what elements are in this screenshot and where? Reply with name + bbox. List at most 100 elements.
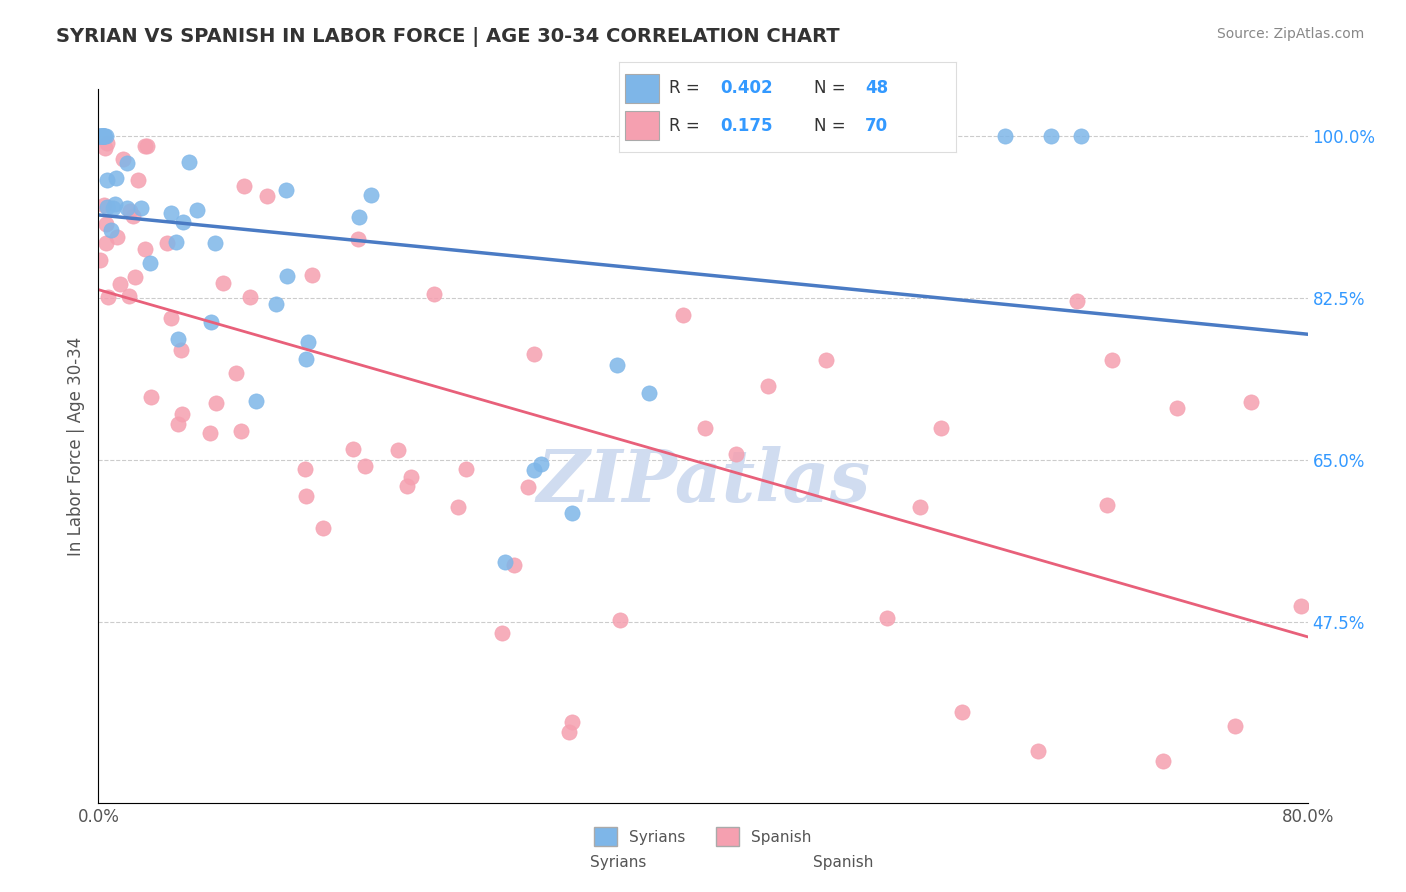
Point xyxy=(312,520,335,534)
Text: SYRIAN VS SPANISH IN LABOR FORCE | AGE 30-34 CORRELATION CHART: SYRIAN VS SPANISH IN LABOR FORCE | AGE 3… xyxy=(56,27,839,46)
Point xyxy=(1026,744,1049,758)
Point xyxy=(693,421,716,435)
Point xyxy=(160,206,183,220)
Point xyxy=(94,217,117,231)
Point xyxy=(118,288,141,302)
Point xyxy=(266,297,288,311)
Y-axis label: In Labor Force | Age 30-34: In Labor Force | Age 30-34 xyxy=(66,336,84,556)
Point xyxy=(502,558,524,572)
Point xyxy=(127,173,149,187)
Point xyxy=(112,152,135,166)
Point xyxy=(523,463,546,477)
Point xyxy=(94,128,117,143)
Point xyxy=(756,379,779,393)
Point xyxy=(347,232,370,246)
Point xyxy=(347,210,370,224)
Point xyxy=(169,343,191,357)
Point xyxy=(399,470,422,484)
Point xyxy=(396,479,419,493)
Point xyxy=(134,242,156,256)
Point xyxy=(1289,599,1312,614)
Point xyxy=(295,352,318,367)
Point xyxy=(93,128,115,143)
Text: 0.175: 0.175 xyxy=(720,117,772,135)
Point xyxy=(124,270,146,285)
Point xyxy=(1039,128,1062,143)
Point xyxy=(950,705,973,719)
Point xyxy=(156,235,179,250)
Text: 70: 70 xyxy=(865,117,889,135)
Point xyxy=(104,197,127,211)
Point xyxy=(815,352,838,367)
Point xyxy=(108,277,131,291)
Point xyxy=(517,480,540,494)
Point xyxy=(91,128,114,143)
Point xyxy=(297,334,319,349)
Point xyxy=(200,315,222,329)
Point xyxy=(447,500,470,514)
Point xyxy=(530,457,553,471)
Point xyxy=(233,178,256,193)
Point xyxy=(523,346,546,360)
Point xyxy=(354,458,377,473)
Text: R =: R = xyxy=(669,117,710,135)
Point xyxy=(120,203,142,218)
Point xyxy=(105,171,128,186)
Point xyxy=(101,202,124,216)
Point xyxy=(136,139,159,153)
Point xyxy=(160,311,183,326)
Text: N =: N = xyxy=(814,117,851,135)
Text: Spanish: Spanish xyxy=(814,855,873,870)
Point xyxy=(456,462,478,476)
Point xyxy=(166,417,188,432)
Point xyxy=(491,626,513,640)
Point xyxy=(1095,498,1118,512)
Point xyxy=(91,128,114,143)
Point xyxy=(115,201,138,215)
Point xyxy=(229,424,252,438)
Point xyxy=(294,489,316,503)
Legend: Syrians, Spanish: Syrians, Spanish xyxy=(588,822,818,852)
Point xyxy=(172,215,194,229)
Point xyxy=(423,287,446,301)
Point xyxy=(360,187,382,202)
Point xyxy=(97,290,120,304)
Point xyxy=(1070,128,1092,143)
Point xyxy=(89,252,111,267)
Point xyxy=(929,420,952,434)
Point xyxy=(170,407,193,421)
Point xyxy=(558,724,581,739)
Point xyxy=(908,500,931,514)
Point xyxy=(561,715,583,730)
Point xyxy=(342,442,364,456)
Point xyxy=(225,366,247,380)
Point xyxy=(186,203,208,218)
Point xyxy=(96,173,118,187)
Point xyxy=(89,128,111,143)
Point xyxy=(200,426,222,441)
Point xyxy=(1166,401,1188,415)
Point xyxy=(105,230,128,244)
FancyBboxPatch shape xyxy=(626,112,659,140)
Point xyxy=(301,268,323,282)
Point xyxy=(561,506,583,520)
Point xyxy=(167,332,190,346)
Point xyxy=(96,136,118,150)
Point xyxy=(294,462,316,476)
Point xyxy=(165,235,187,250)
Point xyxy=(96,200,118,214)
Point xyxy=(276,269,298,284)
Point xyxy=(93,128,115,143)
Text: 48: 48 xyxy=(865,79,889,97)
Point xyxy=(179,155,201,169)
Point xyxy=(638,385,661,400)
Point xyxy=(93,128,115,143)
Point xyxy=(211,276,233,290)
Point xyxy=(274,183,297,197)
Text: Source: ZipAtlas.com: Source: ZipAtlas.com xyxy=(1216,27,1364,41)
Text: N =: N = xyxy=(814,79,851,97)
Point xyxy=(387,442,409,457)
Point xyxy=(994,128,1017,143)
Point xyxy=(256,188,278,202)
Point xyxy=(87,128,110,143)
